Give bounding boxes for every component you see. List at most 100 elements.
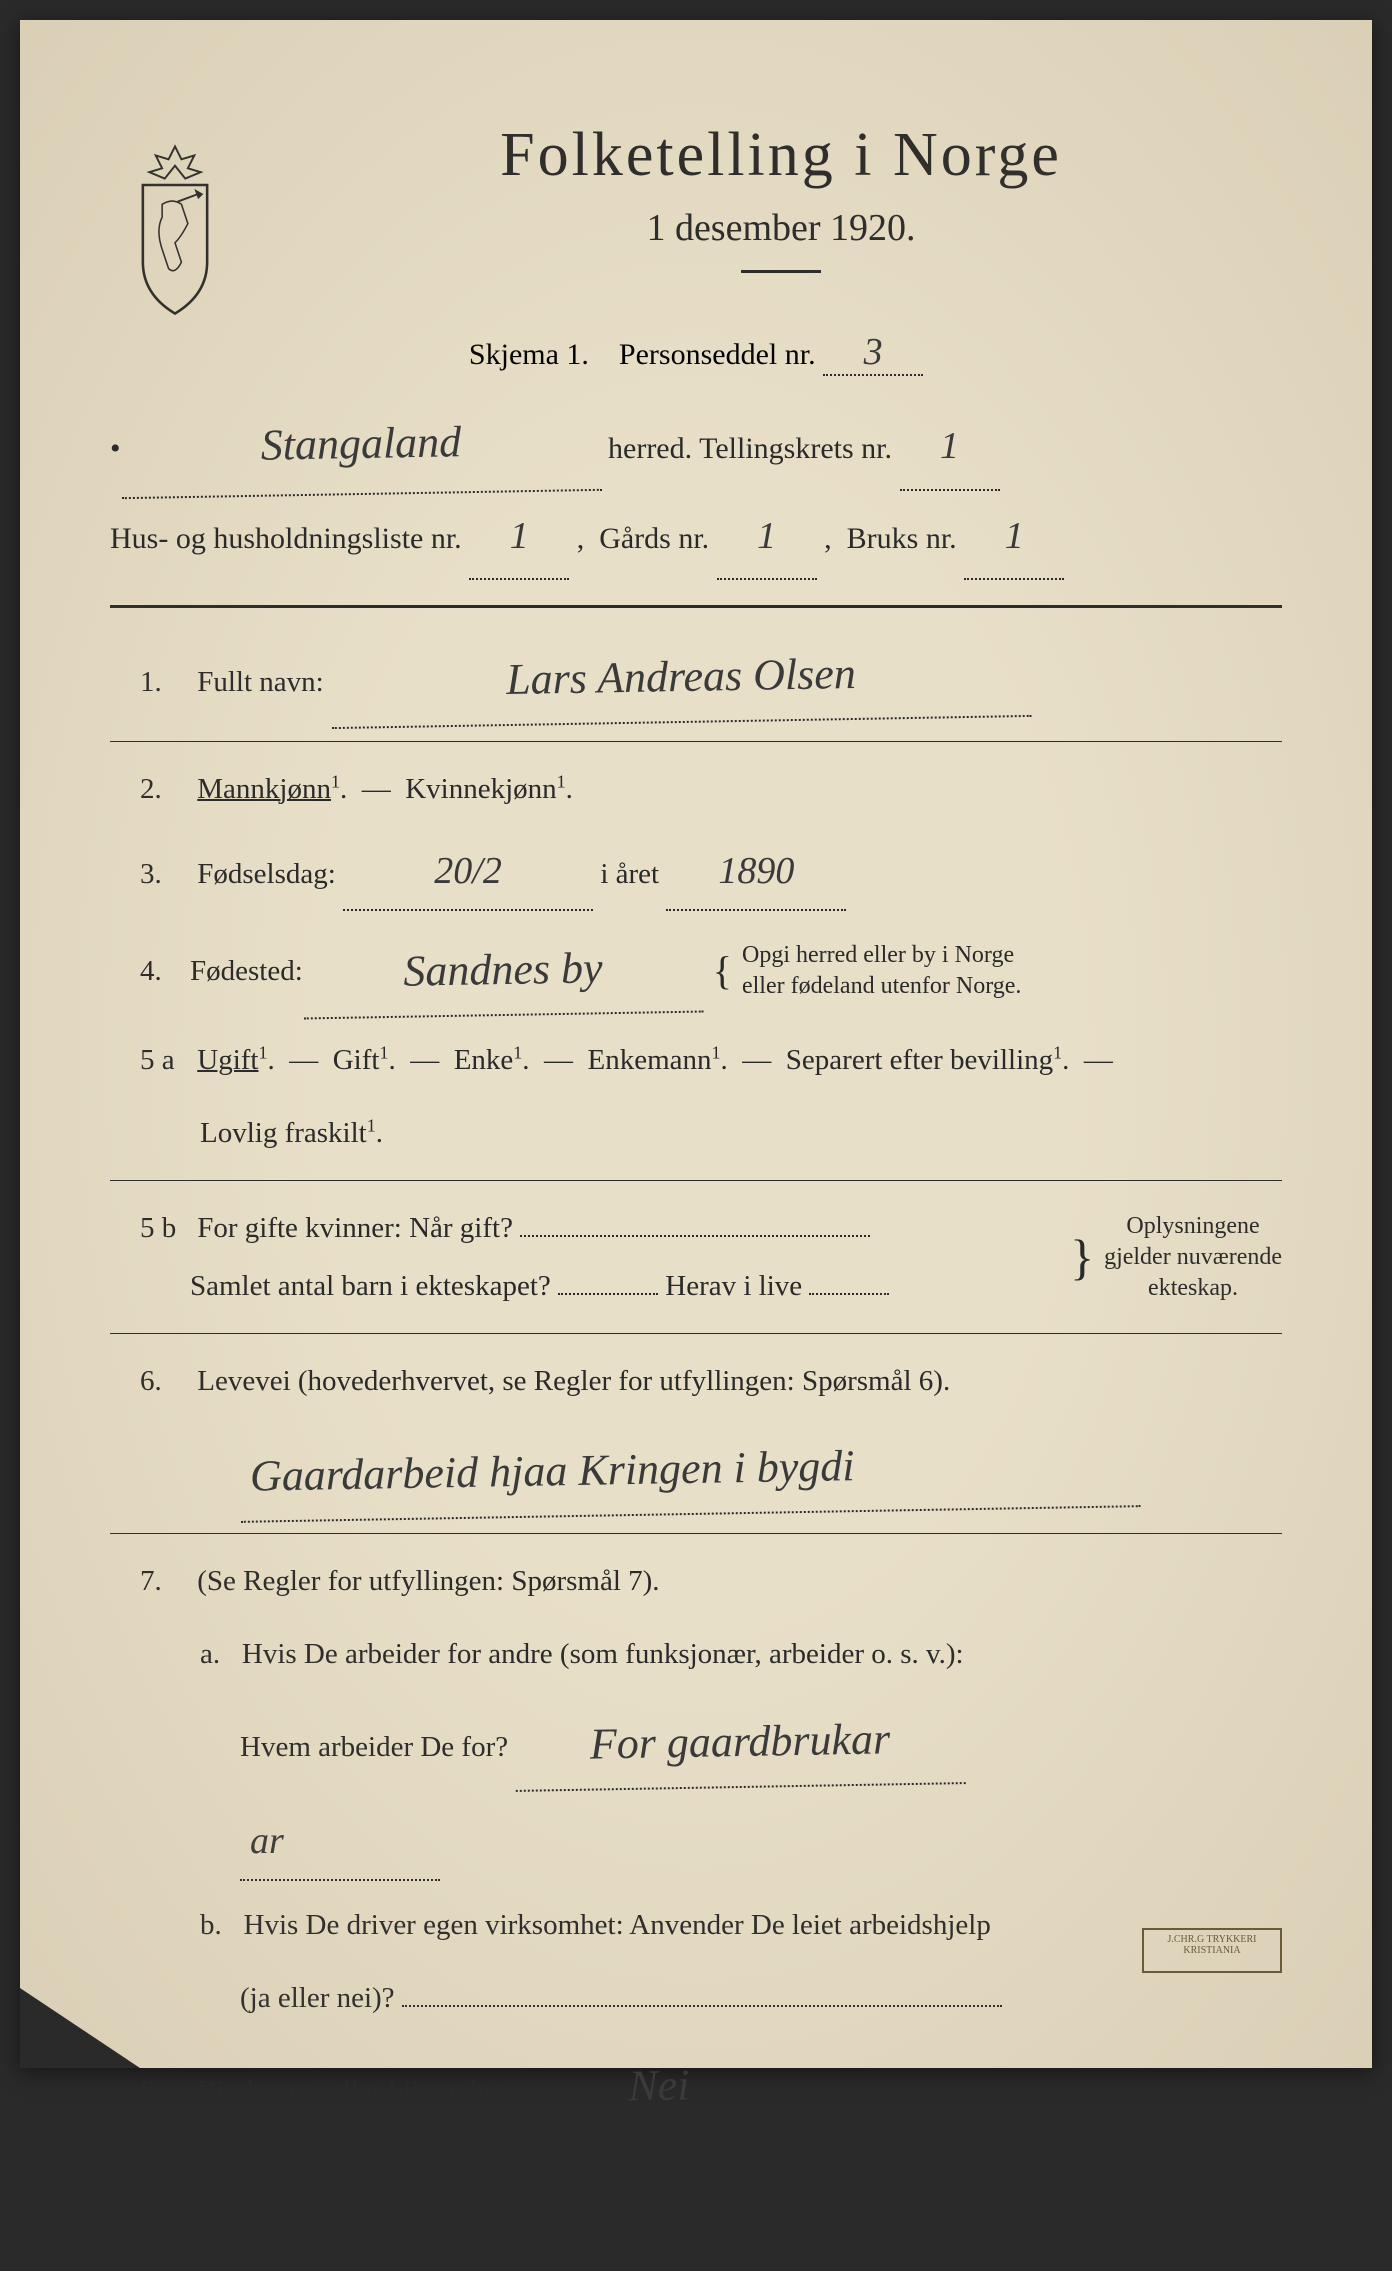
header-text: Folketelling i Norge 1 desember 1920. <box>280 120 1282 303</box>
q5b-field3 <box>809 1293 889 1295</box>
q2-mann: Mannkjønn <box>197 773 331 805</box>
q3-label: Fødselsdag: <box>197 858 336 890</box>
tellingskrets-label: Tellingskrets nr. <box>699 432 892 465</box>
q3-day: 20/2 <box>343 833 593 911</box>
q5b-label1: For gifte kvinner: Når gift? <box>197 1212 513 1244</box>
q3-num: 3. <box>140 845 190 903</box>
q7b: b. Hvis De driver egen virksomhet: Anven… <box>110 1896 1282 1954</box>
q7b-text1: Hvis De driver egen virksomhet: Anvender… <box>244 1909 991 1941</box>
q7a-value2: ar <box>240 1803 440 1881</box>
q1: 1. Fullt navn: Lars Andreas Olsen <box>110 633 1282 723</box>
gards-label: Gårds nr. <box>599 522 709 555</box>
q6-value: Gaardarbeid hjaa Kringen i bygdi <box>239 1418 1140 1524</box>
q7a: a. Hvis De arbeider for andre (som funks… <box>110 1625 1282 1683</box>
q7a-line3: ar <box>110 1803 1282 1881</box>
personseddel-nr: 3 <box>823 330 923 376</box>
gards-nr: 1 <box>717 495 817 581</box>
q6: 6. Levevei (hovederhvervet, se Regler fo… <box>110 1352 1282 1410</box>
coat-of-arms-icon <box>110 140 240 320</box>
divider <box>110 1533 1282 1534</box>
title-divider <box>741 270 821 273</box>
q2-kvinne: Kvinnekjønn <box>405 773 556 805</box>
q5b-num: 5 b <box>140 1199 190 1257</box>
q1-value: Lars Andreas Olsen <box>330 627 1031 729</box>
header: Folketelling i Norge 1 desember 1920. <box>110 120 1282 320</box>
q3-year: 1890 <box>666 833 846 911</box>
q7b-field <box>402 2005 1002 2007</box>
schema-label: Skjema 1. <box>469 338 589 371</box>
location-line-2: Hus- og husholdningsliste nr. 1 , Gårds … <box>110 495 1282 581</box>
q5a-fraskilt: Lovlig fraskilt <box>200 1117 367 1149</box>
q5b-note: Oplysningene gjelder nuværende ekteskap. <box>1104 1211 1282 1305</box>
divider <box>110 605 1282 608</box>
q4-label: Fødested: <box>190 942 303 1000</box>
q5b-note3: ekteskap. <box>1148 1275 1238 1301</box>
q8-value: Nei <box>508 2040 810 2135</box>
form-date: 1 desember 1920. <box>280 206 1282 250</box>
divider <box>110 741 1282 742</box>
q5a-gift: Gift <box>333 1044 380 1076</box>
q7a-line2: Hvem arbeider De for? For gaardbrukar <box>110 1698 1282 1788</box>
divider <box>110 1333 1282 1334</box>
q5a-ugift: Ugift <box>197 1044 258 1076</box>
divider <box>110 2219 1282 2220</box>
q5a-enke: Enke <box>454 1044 514 1076</box>
q8-label: Bierhverv (eller biinntekt) <box>197 2075 501 2107</box>
footnote-2-num: 1 <box>110 2250 119 2270</box>
q5b-note2: gjelder nuværende <box>1104 1244 1282 1270</box>
q4: 4. Fødested: Sandnes by { Opgi herred el… <box>110 926 1282 1016</box>
q4-value: Sandnes by <box>302 923 704 1020</box>
q6-value-line: Gaardarbeid hjaa Kringen i bygdi <box>110 1425 1282 1515</box>
q7a-value: For gaardbrukar <box>515 1694 967 1792</box>
q7b-text2: (ja eller nei)? <box>240 1982 395 2014</box>
husliste-nr: 1 <box>469 495 569 581</box>
q4-note2: eller fødeland utenfor Norge. <box>742 973 1021 999</box>
divider <box>110 2150 1282 2151</box>
q7b-label: b. <box>200 1909 222 1941</box>
q6-label: Levevei (hovederhvervet, se Regler for u… <box>197 1365 950 1397</box>
q5b-note1: Oplysningene <box>1126 1213 1259 1239</box>
census-form-page: Folketelling i Norge 1 desember 1920. Sk… <box>20 20 1372 2068</box>
q1-num: 1. <box>140 653 190 711</box>
bruks-nr: 1 <box>964 495 1064 581</box>
divider <box>110 1180 1282 1181</box>
footnote-1: Har man ingen biinntekt av nogen betydni… <box>110 2181 1282 2204</box>
herred-label: herred. <box>608 432 692 465</box>
q5a: 5 a Ugift1. — Gift1. — Enke1. — Enkemann… <box>110 1031 1282 1089</box>
q5a-enkemann: Enkemann <box>588 1044 712 1076</box>
herred-value: Stangaland <box>120 392 602 499</box>
personseddel-label: Personseddel nr. <box>619 338 816 371</box>
bruks-label: Bruks nr. <box>847 522 957 555</box>
q3: 3. Fødselsdag: 20/2 i året 1890 <box>110 833 1282 911</box>
q5a-num: 5 a <box>140 1031 190 1089</box>
q4-note1: Opgi herred eller by i Norge <box>742 942 1014 968</box>
husliste-label: Hus- og husholdningsliste nr. <box>110 522 462 555</box>
corner-damage <box>20 1988 140 2068</box>
footnote-2-text: Her kan svares ved tydelig understreknin… <box>154 2250 617 2270</box>
tellingskrets-nr: 1 <box>900 405 1000 491</box>
q5b-label3: Herav i live <box>665 1270 802 1302</box>
q4-note: Opgi herred eller by i Norge eller fødel… <box>742 940 1021 1002</box>
q7: 7. (Se Regler for utfyllingen: Spørsmål … <box>110 1552 1282 1610</box>
q6-num: 6. <box>140 1352 190 1410</box>
q7a-text1: Hvis De arbeider for andre (som funksjon… <box>242 1638 964 1670</box>
q7a-label: a. <box>200 1638 220 1670</box>
q5b-label2: Samlet antal barn i ekteskapet? <box>140 1270 551 1302</box>
q7b-line2: (ja eller nei)? <box>110 1969 1282 2027</box>
archive-stamp: J.CHR.G TRYKKERIKRISTIANIA <box>1142 1928 1282 1973</box>
q7-label: (Se Regler for utfyllingen: Spørsmål 7). <box>197 1565 659 1597</box>
q1-label: Fullt navn: <box>197 666 323 698</box>
q5b-field2 <box>558 1293 658 1295</box>
q5b-field1 <box>520 1235 870 1237</box>
q8-num: 8. <box>140 2062 190 2120</box>
schema-line: Skjema 1. Personseddel nr. 3 <box>110 330 1282 376</box>
form-title: Folketelling i Norge <box>280 120 1282 191</box>
q2-num: 2. <box>140 760 190 818</box>
q5b: 5 b For gifte kvinner: Når gift? Samlet … <box>110 1199 1282 1315</box>
q4-num: 4. <box>140 942 190 1000</box>
footnote-2: 1 Her kan svares ved tydelig understrekn… <box>110 2250 1282 2271</box>
q5a-separert: Separert efter bevilling <box>786 1044 1053 1076</box>
q8: 8. Bierhverv (eller biinntekt) Nei <box>110 2042 1282 2132</box>
q2: 2. Mannkjønn1. — Kvinnekjønn1. <box>110 760 1282 818</box>
q5a-line2: Lovlig fraskilt1. <box>110 1104 1282 1162</box>
